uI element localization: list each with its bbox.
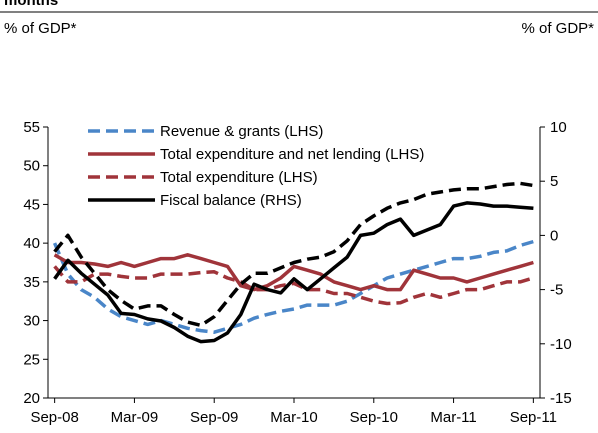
y-tick-label: 35 bbox=[23, 274, 40, 291]
y2-tick-label: 10 bbox=[550, 119, 567, 136]
series-line bbox=[53, 265, 534, 306]
x-tick-label: Sep-10 bbox=[350, 409, 398, 426]
y-tick-label: 55 bbox=[23, 119, 40, 136]
y-axis-label: % of GDP* bbox=[4, 20, 77, 37]
y2-tick-label: -15 bbox=[550, 390, 572, 407]
y-tick-label: 40 bbox=[23, 235, 40, 252]
legend-label: Total expenditure (LHS) bbox=[160, 169, 318, 186]
legend-label: Total expenditure and net lending (LHS) bbox=[160, 146, 424, 163]
y-tick-label: 45 bbox=[23, 196, 40, 213]
series-line bbox=[53, 201, 534, 344]
y-tick-label: 20 bbox=[23, 390, 40, 407]
y2-tick-label: 5 bbox=[550, 173, 558, 190]
y2-tick-label: 0 bbox=[550, 227, 558, 244]
y-tick-label: 30 bbox=[23, 313, 40, 330]
y2-tick-label: -10 bbox=[550, 336, 572, 353]
y-tick-label: 25 bbox=[23, 351, 40, 368]
series-line bbox=[52, 239, 534, 334]
x-tick-label: Mar-10 bbox=[270, 409, 318, 426]
x-tick-label: Sep-11 bbox=[510, 409, 557, 426]
x-tick-label: Mar-09 bbox=[111, 409, 159, 426]
y-tick-label: 50 bbox=[23, 158, 40, 175]
series-line bbox=[53, 181, 534, 328]
y2-axis-label: % of GDP* bbox=[521, 20, 594, 37]
chart-title: months bbox=[4, 0, 58, 9]
x-tick-label: Sep-08 bbox=[30, 409, 78, 426]
x-tick-label: Sep-09 bbox=[190, 409, 238, 426]
legend-label: Fiscal balance (RHS) bbox=[160, 192, 302, 209]
legend-bg bbox=[82, 121, 160, 141]
legend-bg bbox=[82, 167, 160, 187]
y2-tick-label: -5 bbox=[550, 282, 563, 299]
legend-label: Revenue & grants (LHS) bbox=[160, 123, 323, 140]
x-tick-label: Mar-11 bbox=[430, 409, 476, 426]
series-line bbox=[53, 253, 534, 292]
